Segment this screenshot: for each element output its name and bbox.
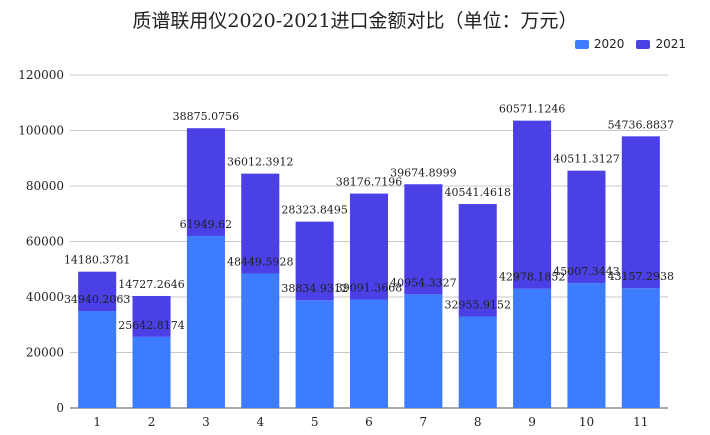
bar-2020	[458, 316, 497, 408]
y-tick-label: 0	[56, 401, 64, 415]
bar-2020	[132, 336, 171, 408]
bar-2020	[241, 273, 280, 408]
y-tick-label: 20000	[26, 346, 64, 360]
bar-2021	[621, 136, 660, 289]
data-label-2020: 61949.62	[180, 218, 233, 231]
data-label-2020: 32955.9152	[444, 299, 510, 312]
bar-2020	[404, 294, 443, 408]
y-tick-label: 60000	[26, 235, 64, 249]
data-label-2021: 54736.8837	[608, 118, 674, 131]
y-tick-label: 80000	[26, 179, 64, 193]
data-label-2021: 38875.0756	[173, 110, 239, 123]
x-tick-label: 9	[528, 415, 536, 429]
chart-title: 质谱联用仪2020-2021进口金额对比（单位：万元）	[132, 10, 578, 32]
legend-label-2021: 2021	[655, 37, 686, 51]
x-tick-label: 3	[202, 415, 210, 429]
x-tick-label: 11	[633, 415, 648, 429]
x-tick-label: 8	[474, 415, 482, 429]
bar-2021	[241, 173, 280, 274]
bar-2021	[78, 271, 117, 312]
data-label-2020: 34940.2063	[64, 293, 130, 306]
x-tick-label: 6	[365, 415, 373, 429]
bar-2020	[567, 283, 606, 408]
x-tick-label: 7	[420, 415, 428, 429]
bar-2020	[78, 311, 117, 408]
legend-item-2021: 2021	[636, 37, 686, 51]
bar-2021	[513, 120, 552, 289]
legend-label-2020: 2020	[593, 37, 625, 51]
y-tick-label: 100000	[18, 124, 64, 138]
legend-swatch-2021	[636, 39, 651, 49]
data-label-2020: 40954.3327	[390, 276, 456, 289]
y-tick-label: 120000	[18, 68, 64, 82]
bar-2021	[295, 221, 334, 301]
bar-2020	[621, 288, 660, 408]
data-label-2020: 42978.1852	[499, 271, 565, 284]
bar-2021	[458, 204, 497, 317]
bar-2020	[186, 236, 225, 408]
data-label-2021: 38176.7196	[336, 176, 402, 189]
data-label-2021: 40541.4618	[444, 186, 510, 199]
x-tick-label: 4	[256, 415, 264, 429]
data-label-2020: 43157.2938	[608, 270, 674, 283]
bar-2021	[567, 170, 606, 284]
data-label-2021: 14727.2646	[118, 278, 184, 291]
data-label-2020: 39091.3668	[336, 282, 402, 295]
data-label-2020: 25642.8174	[118, 319, 184, 332]
data-label-2020: 45007.3443	[553, 265, 619, 278]
bar-2021	[404, 184, 443, 295]
y-tick-label: 40000	[26, 290, 64, 304]
data-label-2020: 38834.9312	[281, 282, 347, 295]
bar-2021	[186, 128, 225, 237]
data-label-2021: 28323.8495	[281, 204, 347, 217]
data-label-2021: 36012.3912	[227, 156, 293, 169]
bar-2020	[295, 300, 334, 408]
x-tick-label: 10	[579, 415, 594, 429]
data-label-2021: 14180.3781	[64, 254, 130, 267]
bar-2021	[349, 193, 389, 300]
data-label-2021: 40511.3127	[553, 153, 619, 166]
data-label-2021: 60571.1246	[499, 103, 565, 116]
data-label-2021: 39674.8999	[390, 166, 456, 179]
legend-item-2020: 2020	[574, 37, 625, 51]
bar-2020	[513, 288, 552, 408]
legend: 2020 2021	[574, 37, 686, 51]
x-tick-label: 5	[311, 415, 319, 429]
bar-2021	[132, 295, 171, 337]
bar-2020	[349, 299, 389, 408]
x-tick-label: 1	[93, 415, 101, 429]
legend-swatch-2020	[574, 39, 589, 49]
x-tick-label: 2	[148, 415, 156, 429]
data-label-2020: 48449.5928	[227, 256, 293, 269]
